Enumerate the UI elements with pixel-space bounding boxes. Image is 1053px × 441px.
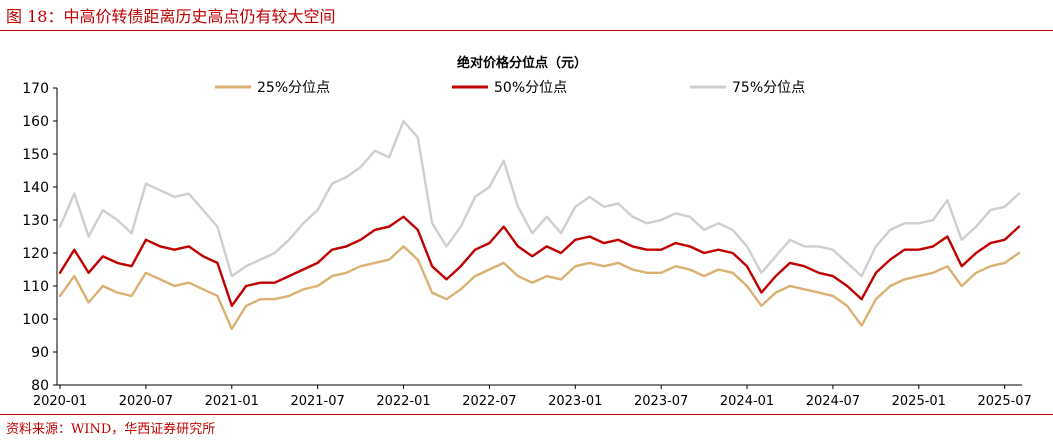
legend: 25%分位点 50%分位点 75%分位点 (215, 80, 805, 96)
x-tick-label: 2023-01 (548, 394, 602, 409)
y-tick-label: 170 (22, 81, 49, 97)
x-tick-label: 2021-01 (205, 394, 259, 409)
top-divider (0, 30, 1053, 31)
figure-title: 图 18：中高价转债距离历史高点仍有较大空间 (6, 7, 336, 26)
x-tick-label: 2023-07 (634, 394, 688, 409)
plot-area (58, 119, 1021, 331)
y-tick-label: 160 (22, 114, 49, 130)
y-tick-label: 140 (22, 180, 49, 196)
x-tick-label: 2022-07 (462, 394, 516, 409)
source-note: 资料来源：WIND，华西证券研究所 (6, 422, 216, 437)
y-tick-label: 110 (22, 279, 49, 295)
chart-title: 绝对价格分位点（元） (457, 55, 587, 71)
series-line-p50 (58, 215, 1021, 307)
y-tick-label: 130 (22, 213, 49, 229)
x-tick-label: 2025-01 (892, 394, 946, 409)
legend-label: 50%分位点 (494, 80, 567, 96)
y-axis: 80 90 100 110 120 130 140 150 160 170 (22, 81, 58, 394)
y-tick-label: 90 (31, 345, 49, 361)
series-line-p75 (58, 119, 1021, 278)
x-tick-label: 2020-01 (33, 394, 87, 409)
x-tick-label: 2022-01 (376, 394, 430, 409)
x-tick-label: 2024-01 (720, 394, 774, 409)
legend-label: 75%分位点 (732, 80, 805, 96)
x-tick-label: 2021-07 (290, 394, 344, 409)
y-tick-label: 120 (22, 246, 49, 262)
y-tick-label: 150 (22, 147, 49, 163)
series-line-p25 (58, 245, 1021, 331)
x-axis: 2020-01 2020-07 2021-01 2021-07 2022-01 2022-… (33, 384, 1032, 409)
y-tick-label: 80 (31, 378, 49, 394)
x-tick-label: 2025-07 (978, 394, 1032, 409)
bottom-divider (0, 414, 1053, 415)
x-tick-label: 2024-07 (806, 394, 860, 409)
legend-label: 25%分位点 (257, 80, 330, 96)
y-tick-label: 100 (22, 312, 49, 328)
x-tick-label: 2020-07 (119, 394, 173, 409)
